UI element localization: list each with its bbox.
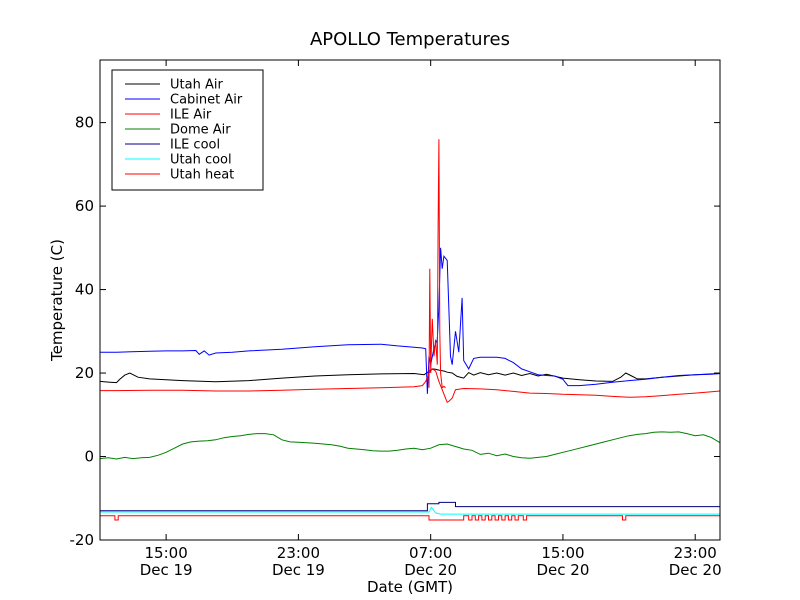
series-line-ile-cool — [100, 501, 720, 512]
legend-box — [111, 69, 264, 191]
legend-label-utah-cool: Utah cool — [170, 153, 232, 168]
series-line-dome-air — [100, 431, 720, 460]
y-tick-label: 20 — [75, 364, 94, 382]
y-tick-label: 60 — [75, 197, 94, 215]
series-line-cabinet-air — [100, 247, 720, 394]
x-tick-label-date: Dec 20 — [404, 561, 457, 579]
x-tick-label-time: 07:00 — [409, 544, 452, 562]
series-line-ile-air — [100, 368, 720, 404]
legend-label-utah-heat: Utah heat — [170, 168, 234, 183]
plot-frame — [99, 59, 721, 541]
chart-title: APOLLO Temperatures — [310, 29, 510, 50]
x-tick-label-time: 23:00 — [277, 544, 320, 562]
legend-label-utah-air: Utah Air — [170, 78, 223, 93]
x-tick-label-date: Dec 20 — [536, 561, 589, 579]
x-tick-label-date: Dec 19 — [272, 561, 325, 579]
spike-line — [428, 139, 446, 389]
y-tick-label: 40 — [75, 281, 94, 299]
series-line-utah-cool — [100, 506, 720, 515]
x-tick-label-time: 23:00 — [674, 544, 717, 562]
y-tick-label: 80 — [75, 114, 94, 132]
y-axis: -20 0 20 40 60 80 — [70, 114, 720, 549]
y-tick-label: -20 — [70, 531, 95, 549]
legend-label-ile-air: ILE Air — [170, 108, 212, 123]
x-tick-label-time: 15:00 — [541, 544, 584, 562]
x-axis-label: Date (GMT) — [367, 578, 453, 596]
legend-label-ile-cool: ILE cool — [170, 138, 220, 153]
x-tick-label-time: 15:00 — [145, 544, 188, 562]
series-layer — [100, 139, 720, 521]
legend-label-cabinet-air: Cabinet Air — [170, 93, 243, 108]
series-line-utah-heat — [100, 515, 720, 521]
x-tick-label-date: Dec 19 — [140, 561, 193, 579]
series-line-utah-air — [100, 368, 720, 384]
y-tick-label: 0 — [84, 448, 94, 466]
x-tick-label-date: Dec 20 — [669, 561, 722, 579]
y-axis-label: Temperature (C) — [48, 239, 66, 362]
legend-label-dome-air: Dome Air — [170, 123, 231, 138]
